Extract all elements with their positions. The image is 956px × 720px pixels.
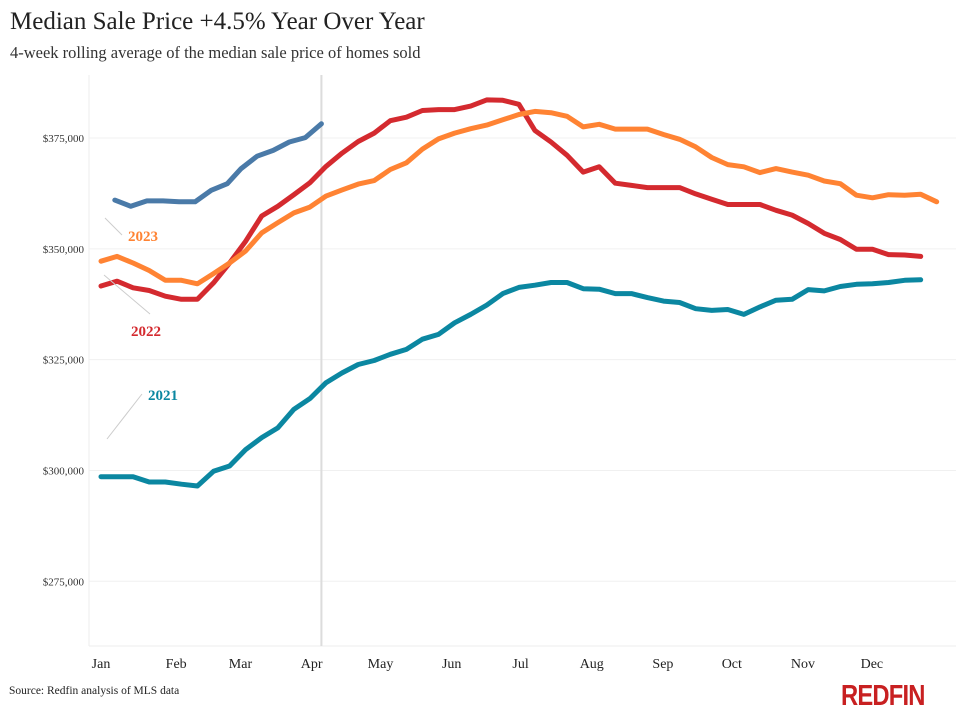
x-tick-label: Aug [580, 657, 604, 672]
x-tick-label: Feb [166, 657, 187, 672]
x-tick-label: Sep [652, 657, 673, 672]
series-line-2022 [98, 97, 924, 302]
x-tick-label: May [368, 657, 394, 672]
x-tick-label: Apr [301, 657, 323, 672]
chart-subtitle: 4-week rolling average of the median sal… [10, 43, 421, 62]
redfin-logo: REDFIN [841, 680, 925, 712]
leader-line-2022 [103, 274, 151, 315]
x-tick-label: Dec [861, 657, 884, 672]
series-label-2023: 2023 [128, 229, 158, 245]
y-tick-label: $300,000 [43, 465, 85, 477]
chart-title: Median Sale Price +4.5% Year Over Year [10, 8, 425, 35]
x-tick-label: Mar [229, 657, 253, 672]
leader-line-2023 [104, 217, 123, 236]
x-tick-label: Oct [722, 657, 742, 672]
y-tick-label: $325,000 [43, 355, 85, 367]
series-line-2023 [98, 108, 940, 287]
leader-line-2021 [106, 393, 143, 440]
x-tick-label: Jan [92, 657, 111, 672]
source-note: Source: Redfin analysis of MLS data [9, 685, 180, 697]
series-line-2021 [98, 277, 924, 489]
x-tick-label: Jun [442, 657, 461, 672]
y-tick-label: $275,000 [43, 576, 85, 588]
y-tick-label: $350,000 [43, 244, 85, 256]
y-tick-label: $375,000 [43, 133, 85, 145]
series-label-2021: 2021 [148, 388, 178, 404]
x-tick-label: Nov [791, 657, 815, 672]
series-line-current [112, 121, 324, 209]
series-label-2022: 2022 [131, 324, 161, 340]
x-tick-label: Jul [512, 657, 528, 672]
